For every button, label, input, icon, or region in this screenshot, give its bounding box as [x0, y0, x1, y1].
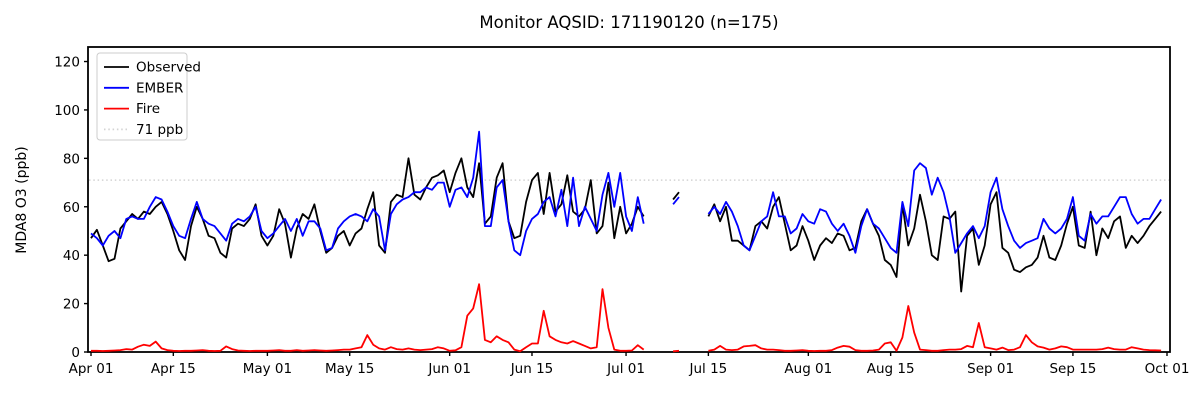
x-tick-label: Jun 01 [427, 361, 471, 377]
axes-box [87, 46, 1171, 353]
y-tick-label: 60 [63, 200, 80, 216]
y-tick-label: 80 [63, 151, 80, 167]
series-line-fire [708, 305, 1162, 352]
x-tick-label: May 15 [325, 361, 374, 377]
series-line-observed [707, 191, 1162, 293]
series-line-ember [672, 196, 680, 205]
legend-box [96, 52, 188, 141]
legend-label-fire: Fire [136, 101, 160, 117]
series-line-fire [91, 283, 645, 353]
x-tick-label: Aug 15 [867, 361, 915, 377]
series-line-ember [707, 162, 1162, 254]
y-tick-label: 0 [71, 345, 80, 361]
y-tick-label: 40 [63, 248, 80, 264]
legend-label-observed: Observed [136, 60, 201, 76]
legend-label-ember: EMBER [136, 80, 183, 96]
x-tick-label: Jul 01 [606, 361, 645, 377]
y-tick-label: 20 [63, 297, 80, 313]
x-tick-label: Apr 15 [151, 361, 196, 377]
y-tick-label: 120 [54, 55, 80, 71]
x-tick-label: Apr 01 [69, 361, 114, 377]
series-line-observed [90, 157, 645, 263]
chart-title: Monitor AQSID: 171190120 (n=175) [479, 13, 779, 32]
x-tick-label: Oct 01 [1145, 361, 1190, 377]
series-line-ember [90, 130, 645, 257]
x-tick-label: Aug 01 [784, 361, 832, 377]
x-tick-label: Jun 15 [510, 361, 554, 377]
y-axis-label: MDA8 O3 (ppb) [14, 146, 30, 254]
series-line-fire [673, 349, 680, 353]
x-tick-label: Sep 01 [967, 361, 1014, 377]
x-tick-label: Jul 15 [688, 361, 727, 377]
series-line-observed [672, 191, 680, 201]
x-tick-label: May 01 [243, 361, 292, 377]
y-tick-label: 100 [54, 103, 80, 119]
x-tick-label: Sep 15 [1049, 361, 1096, 377]
legend-label-71-ppb: 71 ppb [136, 122, 183, 138]
